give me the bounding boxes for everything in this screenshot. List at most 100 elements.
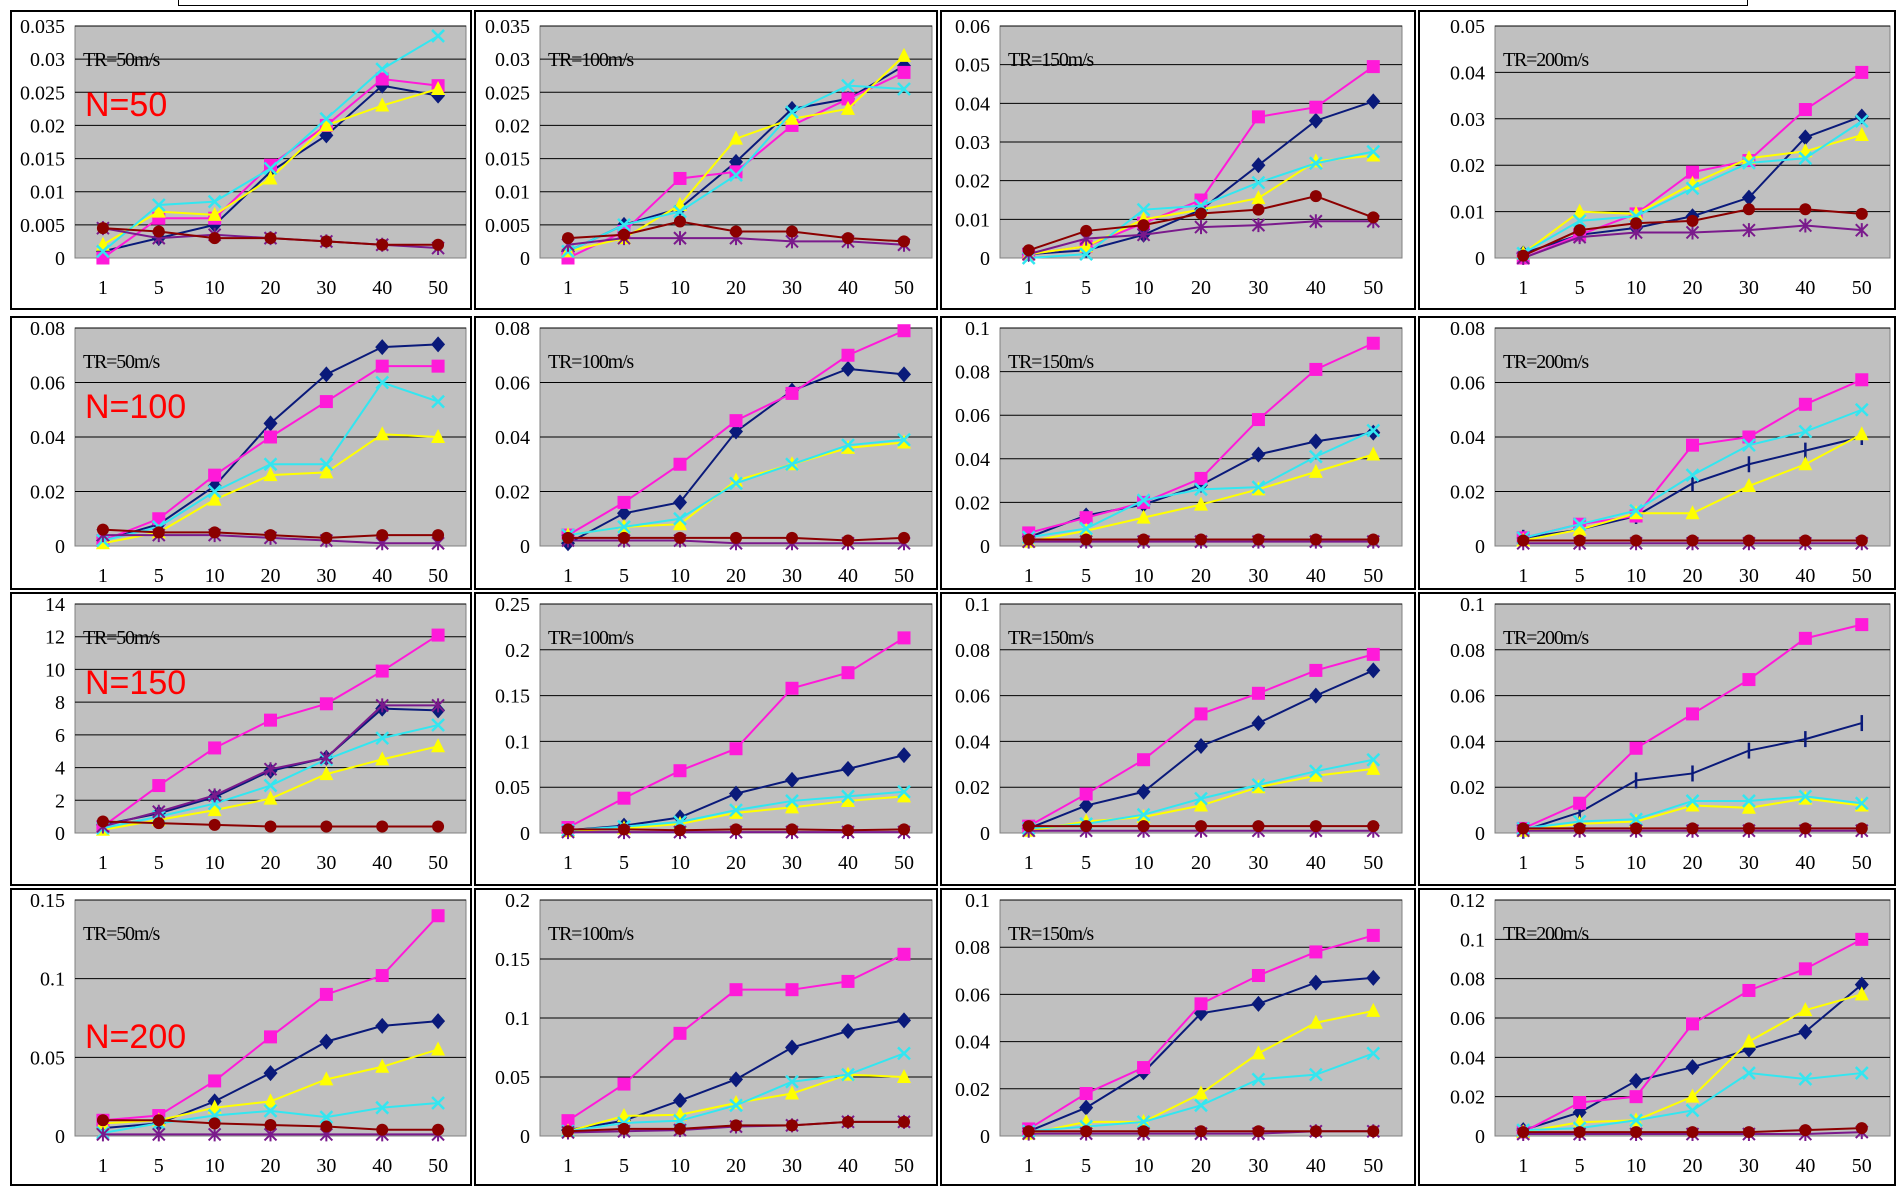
data-point xyxy=(1251,446,1266,463)
data-point xyxy=(841,92,855,106)
y-tick-label: 0.02 xyxy=(955,171,990,193)
data-point xyxy=(1194,1098,1208,1113)
x-tick-label: 1 xyxy=(1024,1155,1034,1177)
x-tick-label: 40 xyxy=(1795,1155,1815,1177)
y-tick-label: 0 xyxy=(55,536,65,558)
data-point xyxy=(431,738,446,753)
data-point xyxy=(1308,156,1323,171)
data-point xyxy=(376,1123,389,1136)
y-tick-label: 0.03 xyxy=(1450,109,1485,131)
y-tick-label: 0.08 xyxy=(1450,318,1485,340)
data-point xyxy=(562,823,574,836)
data-point xyxy=(1742,1126,1755,1139)
data-point xyxy=(1252,533,1265,546)
y-tick-label: 0.06 xyxy=(955,16,990,38)
data-point xyxy=(1742,1066,1756,1080)
data-point xyxy=(1366,446,1381,461)
data-point xyxy=(897,1046,911,1061)
x-tick-label: 50 xyxy=(428,852,448,874)
data-point xyxy=(1685,794,1700,808)
data-point xyxy=(1251,157,1266,174)
data-point xyxy=(1080,533,1093,546)
data-point xyxy=(208,818,221,831)
y-tick-label: 0.06 xyxy=(1450,686,1485,708)
data-point xyxy=(897,324,911,338)
data-point xyxy=(785,983,799,997)
x-tick-label: 20 xyxy=(1191,565,1211,587)
x-tick-label: 1 xyxy=(1518,277,1528,299)
data-point xyxy=(319,457,334,472)
data-point xyxy=(1573,822,1586,835)
y-tick-label: 0.12 xyxy=(1450,890,1485,912)
data-point xyxy=(1366,647,1380,661)
data-point xyxy=(1195,533,1207,546)
x-tick-label: 40 xyxy=(838,852,858,874)
y-tick-label: 0 xyxy=(980,823,990,845)
y-tick-label: 0.02 xyxy=(1450,777,1485,799)
data-point xyxy=(1742,223,1756,238)
data-point xyxy=(1366,662,1381,679)
data-point xyxy=(1366,60,1380,74)
chart-title: TR=200m/s xyxy=(1503,49,1589,71)
y-tick-label: 2 xyxy=(55,790,65,812)
x-tick-label: 30 xyxy=(316,565,336,587)
data-point xyxy=(208,232,221,245)
data-point xyxy=(1573,796,1587,810)
data-point xyxy=(1855,1122,1868,1135)
data-point xyxy=(617,505,631,522)
data-point xyxy=(729,165,743,179)
data-point xyxy=(729,1098,743,1113)
data-point xyxy=(152,526,165,539)
data-point xyxy=(673,516,687,531)
data-point xyxy=(319,697,333,711)
y-tick-label: 0.08 xyxy=(955,362,990,384)
data-point xyxy=(673,1092,687,1109)
x-tick-label: 10 xyxy=(1134,852,1154,874)
data-point xyxy=(320,235,333,248)
data-point xyxy=(263,1093,278,1108)
y-tick-label: 0.04 xyxy=(955,93,990,115)
data-point xyxy=(785,794,799,808)
data-point xyxy=(897,366,911,383)
chart-title: TR=100m/s xyxy=(548,627,634,649)
y-tick-label: 0.01 xyxy=(495,182,530,204)
y-tick-label: 0.08 xyxy=(30,318,65,340)
y-tick-label: 0.15 xyxy=(30,890,65,912)
data-point xyxy=(1309,214,1323,229)
data-point xyxy=(562,531,574,544)
x-tick-label: 30 xyxy=(1248,852,1268,874)
data-point xyxy=(1686,1126,1699,1139)
x-tick-label: 20 xyxy=(1683,1155,1703,1177)
data-point xyxy=(785,110,799,125)
data-point xyxy=(897,747,911,764)
y-tick-label: 0.1 xyxy=(505,1008,530,1030)
data-point xyxy=(786,1119,798,1132)
data-point xyxy=(432,238,445,251)
data-point xyxy=(319,111,334,126)
chart-title: TR=150m/s xyxy=(1008,627,1094,649)
data-point xyxy=(1022,244,1035,257)
data-point xyxy=(841,760,855,777)
x-tick-label: 1 xyxy=(98,277,108,299)
data-point xyxy=(375,698,389,713)
x-tick-label: 1 xyxy=(1518,1155,1528,1177)
x-tick-label: 40 xyxy=(1306,565,1326,587)
data-point xyxy=(1194,471,1208,485)
y-tick-label: 0.04 xyxy=(955,731,990,753)
chart-panel: 0 0.02 0.04 0.06 0.08 1 5 10 20 30 40 50 TR=200m/s xyxy=(1418,316,1896,590)
x-tick-label: 50 xyxy=(1852,565,1872,587)
chart-panel: 0 0.02 0.04 0.06 0.08 0.1 1 5 10 20 30 40 50 TR=200m/… xyxy=(1418,592,1896,886)
x-tick-label: 50 xyxy=(1852,277,1872,299)
data-point xyxy=(1308,764,1323,779)
data-point xyxy=(1854,986,1869,1001)
chart-title: TR=200m/s xyxy=(1503,351,1589,373)
data-point xyxy=(1251,969,1265,983)
data-point xyxy=(1309,362,1323,376)
data-point xyxy=(1366,147,1381,162)
data-point xyxy=(1367,533,1380,546)
data-point xyxy=(96,815,109,828)
data-point xyxy=(841,1022,855,1039)
x-tick-label: 40 xyxy=(1795,852,1815,874)
y-tick-label: 0 xyxy=(1475,823,1485,845)
data-point xyxy=(207,1099,222,1114)
